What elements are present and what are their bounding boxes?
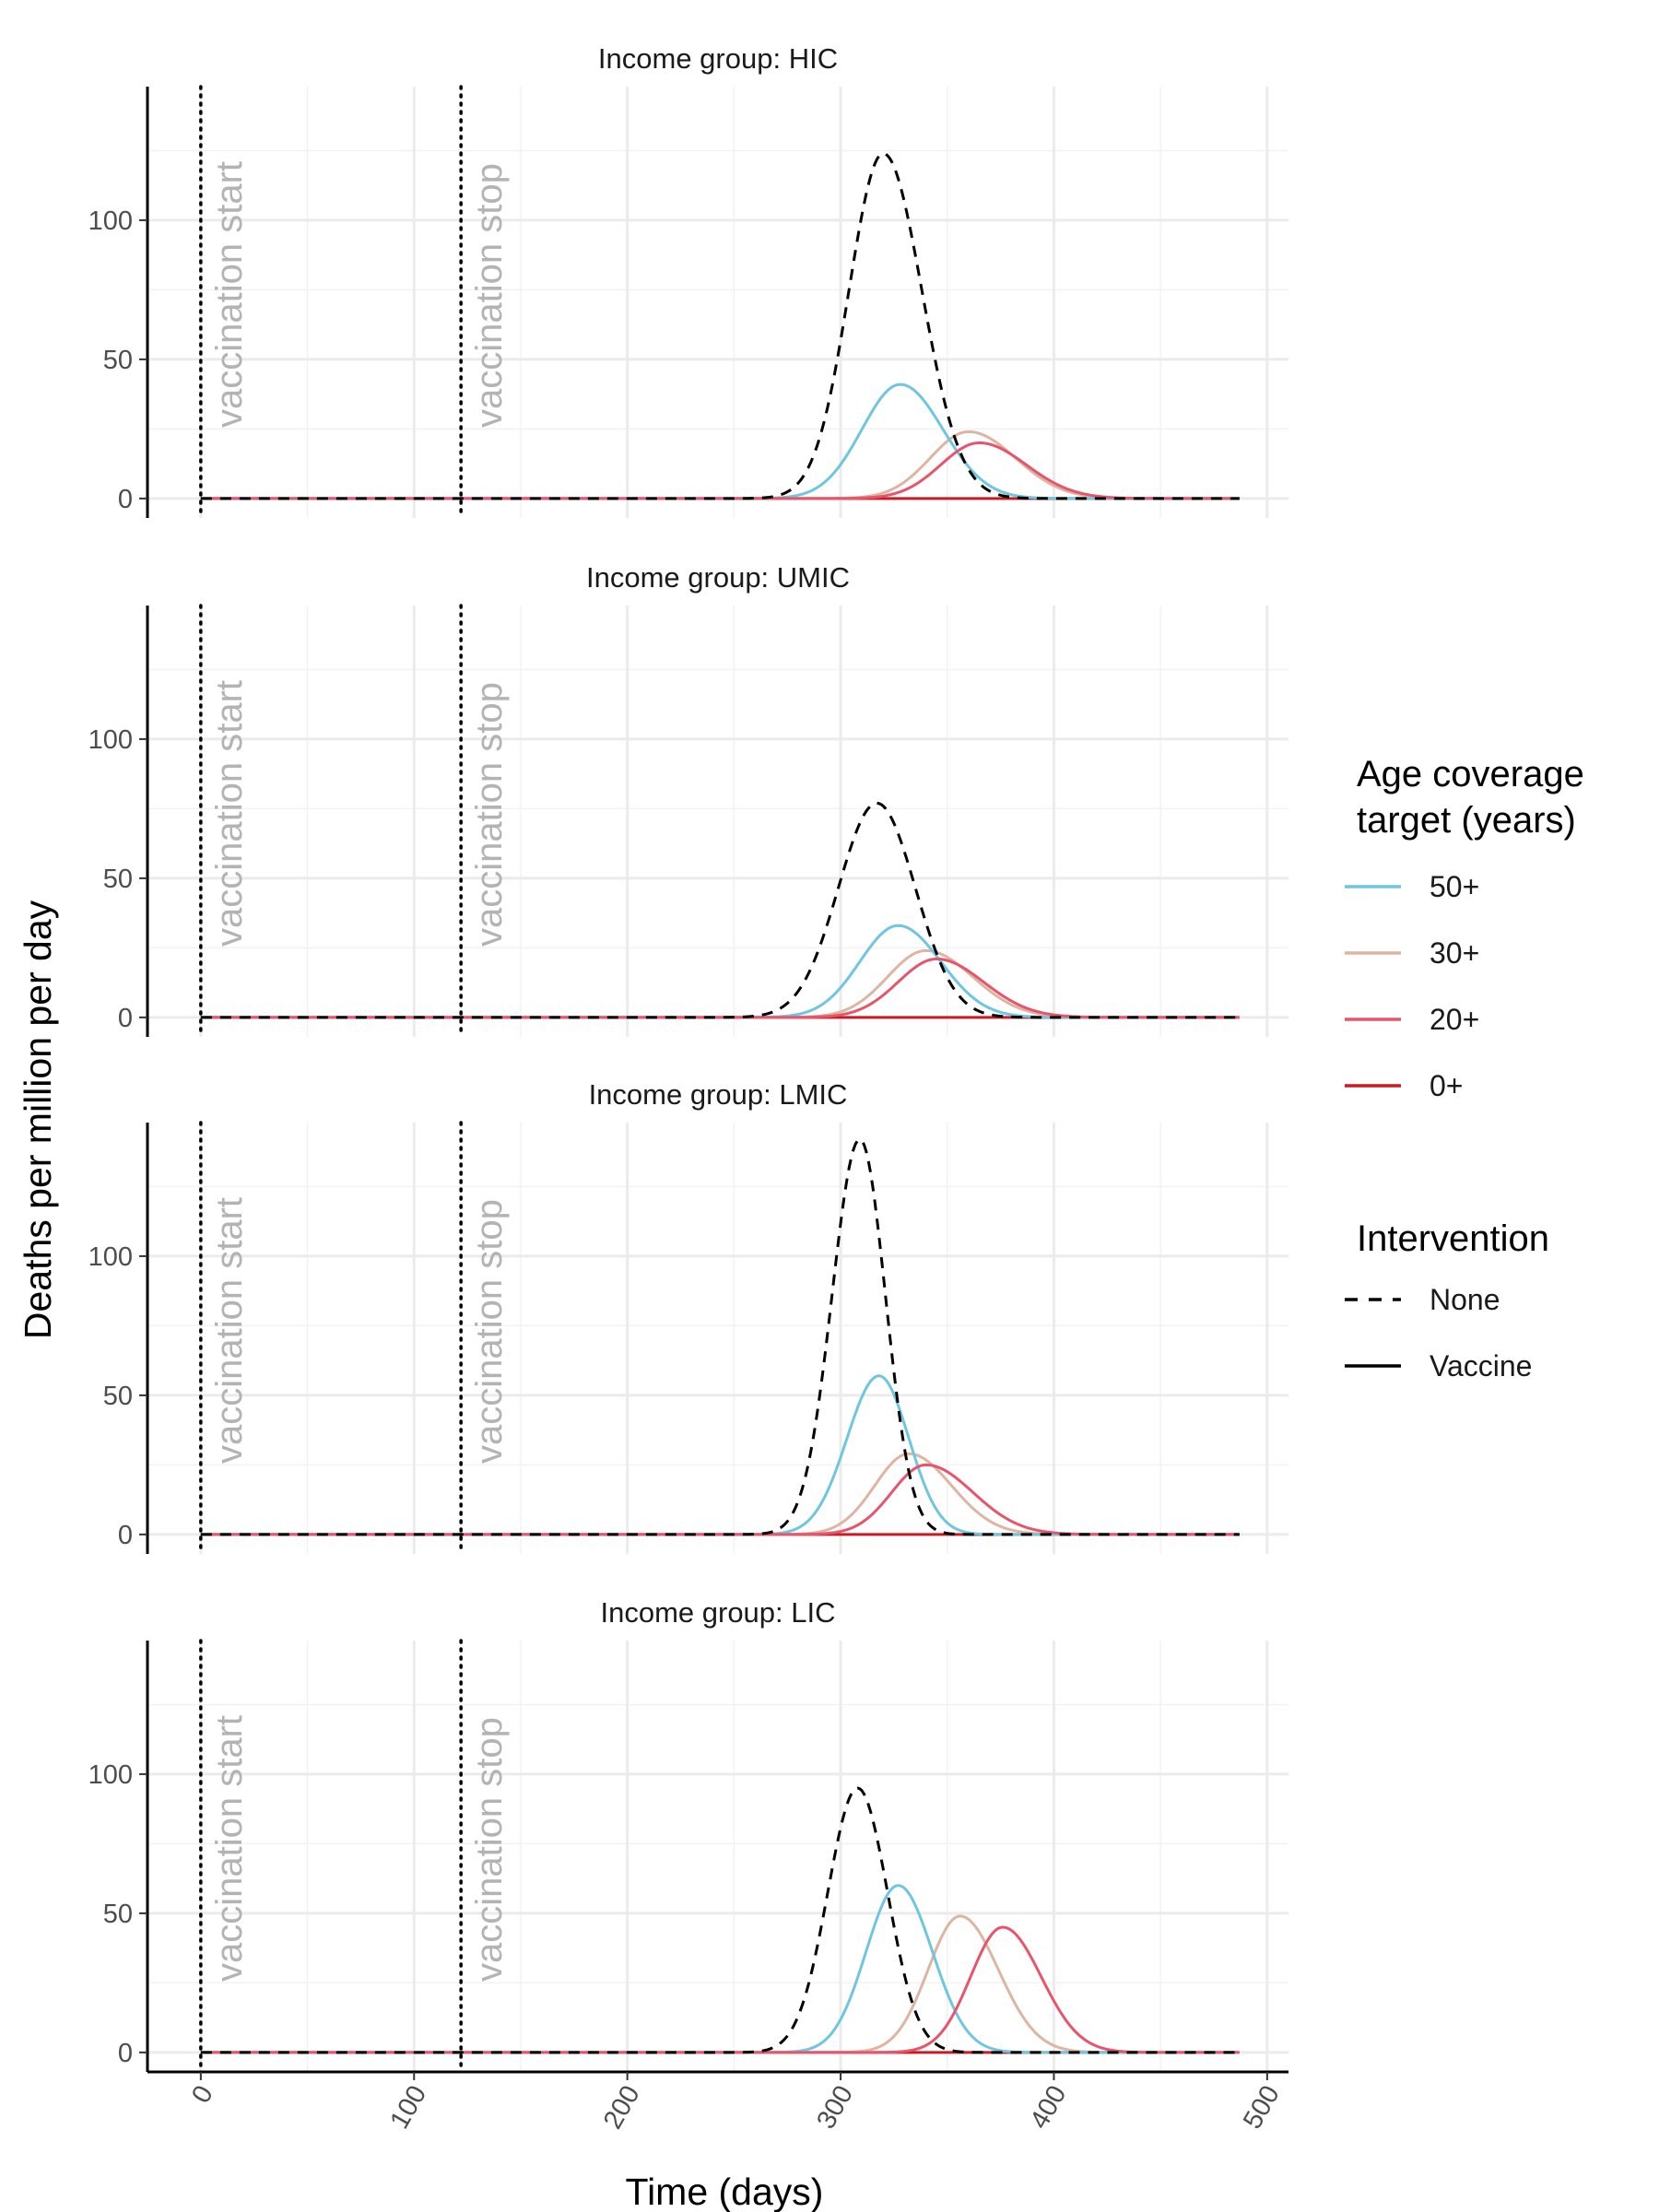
y-tick-label: 0 [118,1004,133,1033]
x-axis-title: Time (days) [626,2171,824,2212]
vline-annotation: vaccination start [209,680,250,947]
legend-label: 20+ [1430,1003,1479,1036]
y-tick-label: 100 [88,1760,133,1790]
series-line-20plus [200,441,1240,500]
legend-age-title-line-1: Age coverage [1357,754,1584,794]
y-tick-label: 0 [118,2039,133,2068]
panel-title: Income group: HIC [598,42,838,75]
y-tick-label: 0 [118,485,133,514]
legend-age-coverage: Age coverage target (years) 50+ 30+ 20+ 0+ [1345,754,1584,1102]
legend-intervention: Intervention None Vaccine [1345,1218,1549,1382]
y-tick-label: 50 [103,346,133,375]
y-tick-label: 50 [103,865,133,894]
series-line-20plus [200,1925,1240,2054]
legend-item: 30+ [1345,936,1479,970]
legend-label: 30+ [1430,936,1479,970]
legend-label: Vaccine [1430,1349,1532,1382]
panel-3: Income group: LIC 0 50 100 vaccination start… [88,1596,1288,2074]
y-tick-label: 0 [118,1521,133,1550]
series-line-none [200,1137,1240,1536]
panel-2: Income group: LMIC 0 50 100 vaccination star… [88,1078,1288,1556]
vline-annotation: vaccination stop [469,1199,510,1464]
panel-1: Income group: UMIC 0 50 100 vaccination star… [88,561,1288,1039]
panel-title: Income group: UMIC [586,561,850,594]
legend-item: None [1345,1283,1500,1316]
legend-label: 0+ [1430,1069,1463,1102]
legend-item: Vaccine [1345,1349,1532,1382]
panel-title: Income group: LIC [600,1596,835,1629]
panel-title: Income group: LMIC [589,1078,848,1111]
vline-annotation: vaccination start [209,161,250,428]
legend-age-title-line-2: target (years) [1357,800,1576,841]
legend-item: 50+ [1345,870,1479,903]
legend-label: None [1430,1283,1500,1316]
legend-item: 0+ [1345,1069,1463,1102]
y-tick-label: 100 [88,206,133,236]
series-line-none [200,151,1240,500]
vline-annotation: vaccination stop [469,163,510,428]
panel-0: Income group: HIC 0 50 100 vaccination start… [88,42,1288,520]
y-tick-label: 100 [88,725,133,755]
vline-annotation: vaccination start [209,1715,250,1982]
legend-label: 50+ [1430,870,1479,903]
vline-annotation: vaccination stop [469,1717,510,1982]
legend-item: 20+ [1345,1003,1479,1036]
y-axis-title: Deaths per million per day [17,900,59,1339]
vline-annotation: vaccination start [209,1197,250,1464]
y-tick-label: 50 [103,1382,133,1411]
y-tick-label: 100 [88,1242,133,1272]
series-line-20plus [200,957,1240,1019]
vline-annotation: vaccination stop [469,682,510,947]
y-tick-label: 50 [103,1900,133,1929]
legend-intervention-title: Intervention [1357,1218,1549,1259]
panels: Income group: HIC 0 50 100 vaccination start… [88,42,1288,2074]
